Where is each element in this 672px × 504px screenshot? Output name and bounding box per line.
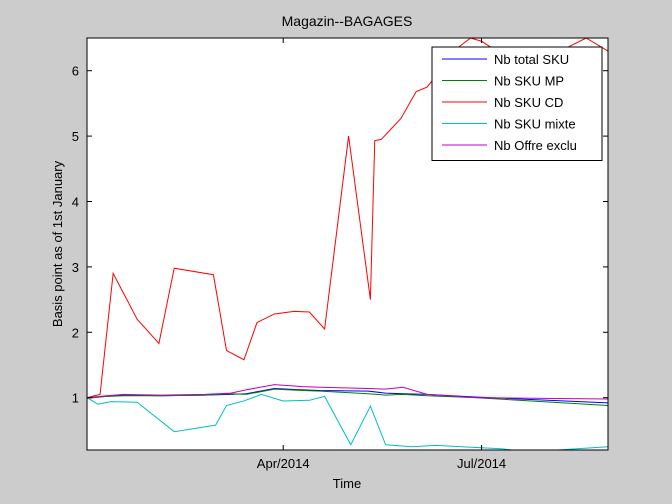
legend-label: Nb SKU mixte	[494, 117, 576, 132]
legend-label: Nb SKU MP	[494, 74, 564, 89]
y-tick-label: 3	[72, 260, 79, 275]
series-line-2	[87, 388, 608, 407]
y-tick-label: 5	[72, 129, 79, 144]
series-line-4	[87, 393, 608, 450]
legend: Nb total SKU Nb SKU MP Nb SKU CD Nb SKU mix…	[431, 46, 603, 161]
ticks-layer: 1 2 3 4 5 6 Apr/2014 Jul/2014	[72, 38, 608, 471]
y-axis-label: Basis point as of 1st January	[50, 160, 65, 327]
legend-label: Nb total SKU	[494, 52, 569, 67]
y-tick-label: 2	[72, 325, 79, 340]
chart-title: Magazin--BAGAGES	[282, 13, 413, 29]
x-tick-label: Apr/2014	[257, 456, 310, 471]
y-tick-label: 6	[72, 64, 79, 79]
legend-label: Nb SKU CD	[494, 95, 563, 110]
legend-label: Nb Offre exclu	[494, 138, 577, 153]
series-line-5	[87, 384, 608, 400]
y-tick-label: 4	[72, 194, 79, 209]
x-axis-label: Time	[333, 476, 361, 491]
y-tick-label: 1	[72, 391, 79, 406]
plot-frame	[86, 37, 609, 451]
legend-box	[431, 46, 603, 161]
x-tick-label: Jul/2014	[457, 456, 506, 471]
